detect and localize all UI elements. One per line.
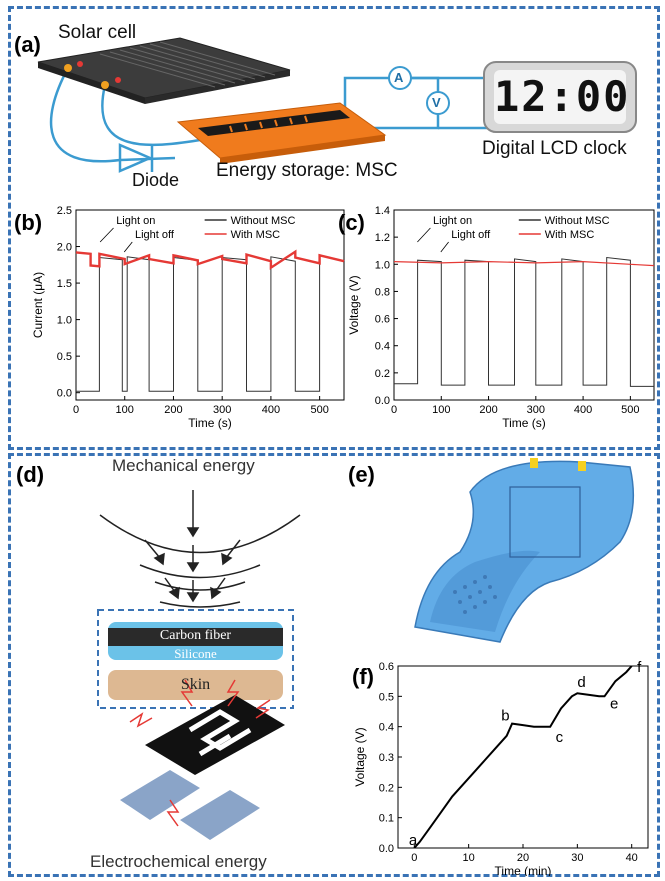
y-tick-label: 0.2 bbox=[379, 782, 394, 794]
carbon-fiber-label: Carbon fiber bbox=[159, 628, 232, 643]
x-tick-label: 100 bbox=[116, 404, 134, 416]
top-frame bbox=[8, 6, 660, 450]
y-tick-label: 2.5 bbox=[57, 205, 72, 217]
x-tick-label: 30 bbox=[571, 852, 583, 864]
bottom-frame bbox=[8, 453, 660, 877]
x-tick-label: 200 bbox=[164, 404, 182, 416]
series-line-1 bbox=[394, 256, 654, 387]
x-tick-label: 0 bbox=[391, 404, 397, 416]
voltmeter-label: V bbox=[432, 95, 441, 110]
x-tick-label: 500 bbox=[310, 404, 328, 416]
y-tick-label: 0.0 bbox=[379, 843, 394, 855]
point-label-f: f bbox=[637, 659, 642, 676]
y-tick-label: 0.4 bbox=[379, 722, 394, 734]
x-tick-label: 400 bbox=[262, 404, 280, 416]
annotation-light-on: Light on bbox=[433, 215, 472, 227]
series-line-1 bbox=[413, 665, 633, 849]
energy-storage-label: Energy storage: MSC bbox=[216, 160, 398, 181]
annotation-light-off: Light off bbox=[451, 229, 491, 241]
x-axis-label: Time (s) bbox=[188, 416, 232, 430]
y-tick-label: 0.6 bbox=[379, 661, 394, 673]
y-tick-label: 0.8 bbox=[375, 286, 390, 298]
panel-a-label: (a) bbox=[14, 32, 41, 57]
chart-c-voltage: 0 100 200 300 400 500 0.0 0.2 0.4 0.6 0.8 1.0 1.2 1.4… bbox=[347, 205, 655, 430]
point-label-e: e bbox=[610, 695, 618, 712]
y-tick-label: 0.0 bbox=[375, 395, 390, 407]
annotation-arrow bbox=[123, 241, 133, 253]
chart-b-current: 0 100 200 300 400 500 0.0 0.5 1.0 1.5 2.0 2.5 Time (… bbox=[31, 205, 345, 430]
x-tick-label: 0 bbox=[73, 404, 79, 416]
legend-label: Without MSC bbox=[545, 215, 610, 227]
msc-device bbox=[176, 102, 387, 164]
y-tick-label: 0.3 bbox=[379, 752, 394, 764]
y-tick-label: 1.0 bbox=[375, 259, 390, 271]
annotation-arrow bbox=[440, 241, 449, 253]
panel-d-illustration bbox=[97, 490, 301, 840]
point-label-b: b bbox=[501, 708, 509, 725]
solar-cell-panel bbox=[37, 37, 291, 104]
mechanical-energy-label: Mechanical energy bbox=[112, 456, 255, 475]
y-tick-label: 1.2 bbox=[375, 232, 390, 244]
y-tick-label: 1.5 bbox=[57, 278, 72, 290]
x-tick-label: 0 bbox=[411, 852, 417, 864]
y-tick-label: 0.1 bbox=[379, 813, 394, 825]
annotation-light-on: Light on bbox=[116, 215, 155, 227]
panel-e-device bbox=[414, 458, 635, 643]
y-tick-label: 1.4 bbox=[375, 205, 390, 217]
y-axis-label: Voltage (V) bbox=[347, 275, 361, 334]
x-axis-label: Time (min) bbox=[495, 864, 552, 876]
x-tick-label: 200 bbox=[479, 404, 497, 416]
diode-symbol bbox=[118, 143, 154, 173]
y-tick-label: 0.5 bbox=[57, 351, 72, 363]
x-tick-label: 300 bbox=[527, 404, 545, 416]
legend-label: Without MSC bbox=[231, 215, 296, 227]
annotation-arrow bbox=[417, 227, 431, 243]
solar-cell-label: Solar cell bbox=[58, 22, 137, 43]
y-tick-label: 0.6 bbox=[375, 314, 390, 326]
ammeter-label: A bbox=[394, 70, 404, 85]
y-tick-label: 0.5 bbox=[379, 691, 394, 703]
series-line-2 bbox=[393, 260, 655, 267]
point-label-a: a bbox=[409, 832, 418, 849]
electrochemical-energy-label: Electrochemical energy bbox=[90, 852, 267, 871]
panel-d-label: (d) bbox=[16, 462, 45, 487]
y-tick-label: 2.0 bbox=[57, 242, 72, 254]
diode-label: Diode bbox=[132, 170, 180, 190]
legend-label: With MSC bbox=[545, 229, 595, 241]
annotation-arrow bbox=[99, 227, 114, 243]
plot-frame bbox=[75, 209, 345, 401]
y-tick-label: 0.4 bbox=[375, 341, 390, 353]
y-tick-label: 0.0 bbox=[57, 388, 72, 400]
panel-f-label: (f) bbox=[352, 664, 374, 689]
x-tick-label: 100 bbox=[432, 404, 450, 416]
x-axis-label: Time (s) bbox=[502, 416, 546, 430]
y-tick-label: 0.2 bbox=[375, 368, 390, 380]
clock-display: 12:00 bbox=[494, 72, 631, 121]
clock-caption: Digital LCD clock bbox=[482, 138, 627, 159]
point-label-d: d bbox=[577, 674, 585, 691]
panel-c-label: (c) bbox=[338, 210, 365, 235]
panel-a-schematic bbox=[37, 37, 637, 173]
silicone-label: Silicone bbox=[174, 646, 217, 661]
x-tick-label: 300 bbox=[213, 404, 231, 416]
x-tick-label: 10 bbox=[463, 852, 475, 864]
series-line-2 bbox=[75, 249, 345, 270]
skin-label: Skin bbox=[180, 676, 211, 693]
y-axis-label: Current (μA) bbox=[31, 272, 45, 338]
x-tick-label: 20 bbox=[517, 852, 529, 864]
series-line-1 bbox=[76, 254, 345, 392]
y-axis-label: Voltage (V) bbox=[353, 727, 367, 786]
point-label-c: c bbox=[556, 729, 564, 746]
panel-e-label: (e) bbox=[348, 462, 375, 487]
panel-b-label: (b) bbox=[14, 210, 43, 235]
legend-label: With MSC bbox=[231, 229, 281, 241]
chart-f-voltage: 0 10 20 30 40 0.0 0.1 0.2 0.3 0.4 0.5 0.6 Time (min)… bbox=[353, 659, 649, 876]
x-tick-label: 40 bbox=[626, 852, 638, 864]
x-tick-label: 400 bbox=[574, 404, 592, 416]
annotation-light-off: Light off bbox=[135, 229, 175, 241]
y-tick-label: 1.0 bbox=[57, 315, 72, 327]
plot-frame bbox=[393, 209, 655, 401]
x-tick-label: 500 bbox=[621, 404, 639, 416]
